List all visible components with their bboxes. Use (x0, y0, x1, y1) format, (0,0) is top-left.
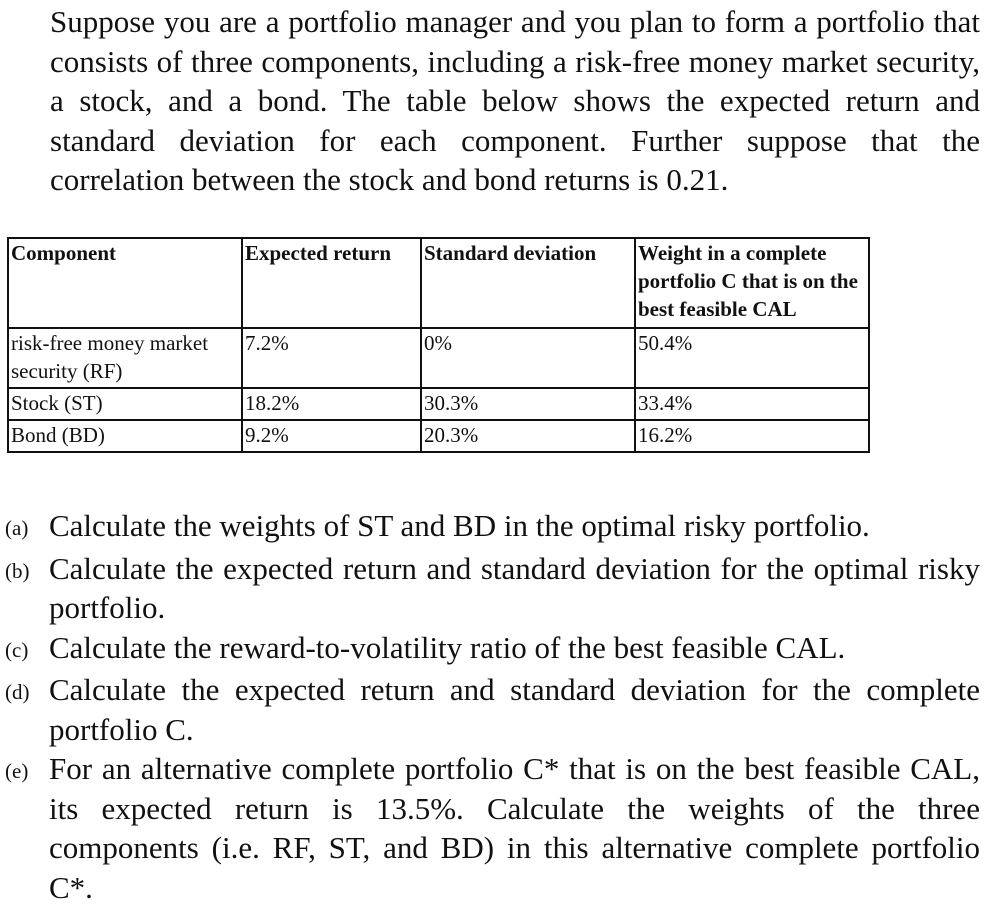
question-label: (b) (5, 558, 30, 583)
table-row: Bond (BD) 9.2% 20.3% 16.2% (7, 419, 870, 453)
question-a: (a) Calculate the weights of ST and BD i… (5, 506, 980, 549)
cell-component: Bond (BD) (7, 419, 243, 453)
cell-weight: 50.4% (634, 327, 870, 389)
question-text: Calculate the weights of ST and BD in th… (49, 508, 870, 543)
question-label: (c) (5, 637, 29, 662)
question-b: (b) Calculate the expected return and st… (5, 549, 980, 628)
table-row: risk-free money market security (RF) 7.2… (7, 327, 870, 389)
question-label: (d) (5, 680, 30, 704)
cell-standard-deviation: 0% (420, 327, 636, 389)
problem-intro: Suppose you are a portfolio manager and … (50, 2, 980, 200)
question-text: For an alternative complete portfolio C*… (49, 751, 980, 905)
question-label: (a) (5, 516, 29, 540)
cell-weight: 33.4% (634, 387, 870, 421)
components-table: Component Expected return Standard devia… (7, 237, 870, 453)
question-d: (d) Calculate the expected return and st… (5, 670, 980, 749)
intro-paragraph: Suppose you are a portfolio manager and … (50, 4, 980, 197)
question-c: (c) Calculate the reward-to-volatility r… (5, 628, 980, 671)
question-label: (e) (5, 759, 29, 783)
table-row: Stock (ST) 18.2% 30.3% 33.4% (7, 387, 870, 421)
table-header-row: Component Expected return Standard devia… (7, 237, 870, 329)
question-text: Calculate the expected return and standa… (49, 550, 980, 626)
header-weight: Weight in a complete portfolio C that is… (634, 237, 870, 329)
question-list: (a) Calculate the weights of ST and BD i… (5, 506, 980, 907)
cell-weight: 16.2% (634, 419, 870, 453)
cell-expected-return: 18.2% (241, 387, 422, 421)
cell-standard-deviation: 20.3% (420, 419, 636, 453)
question-text: Calculate the expected return and standa… (49, 672, 980, 747)
cell-standard-deviation: 30.3% (420, 387, 636, 421)
question-e: (e) For an alternative complete portfoli… (5, 749, 980, 907)
question-text: Calculate the reward-to-volatility ratio… (49, 629, 846, 665)
header-expected-return: Expected return (241, 237, 422, 329)
cell-component: risk-free money market security (RF) (7, 327, 243, 389)
header-component: Component (7, 237, 243, 329)
cell-component: Stock (ST) (7, 387, 243, 421)
header-standard-deviation: Standard deviation (420, 237, 636, 329)
cell-expected-return: 7.2% (241, 327, 422, 389)
cell-expected-return: 9.2% (241, 419, 422, 453)
